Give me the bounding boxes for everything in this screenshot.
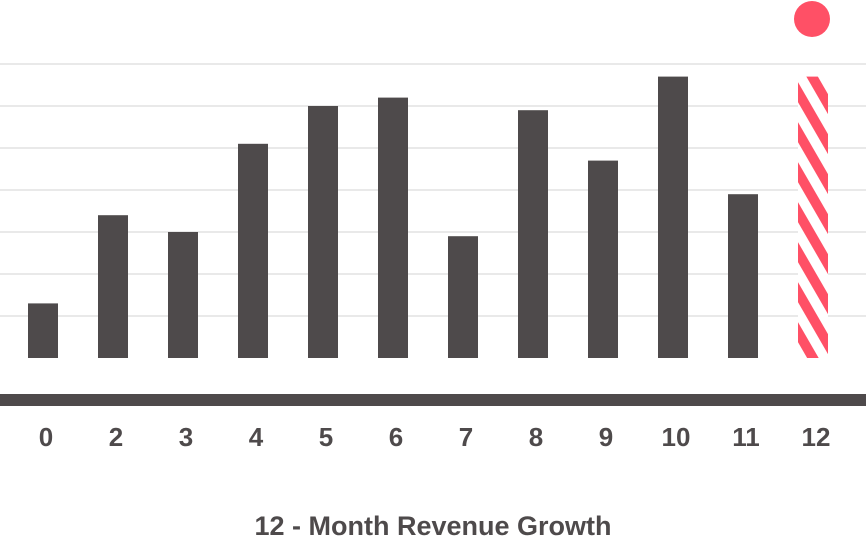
x-axis-line	[0, 394, 866, 406]
x-tick-label: 12	[802, 422, 831, 452]
bars	[28, 1, 830, 358]
projected-bar	[798, 76, 828, 358]
bar	[28, 303, 58, 358]
x-tick-label: 11	[732, 422, 760, 452]
chart-title: 12 - Month Revenue Growth	[254, 511, 611, 538]
x-tick-label: 9	[599, 422, 613, 452]
bar	[728, 194, 758, 358]
bar	[588, 160, 618, 358]
gridlines	[0, 63, 866, 317]
x-tick-label: 3	[179, 422, 193, 452]
bar	[308, 106, 338, 358]
x-tick-label: 2	[109, 422, 123, 452]
x-tick-label: 4	[249, 422, 264, 452]
bar	[98, 215, 128, 358]
x-tick-label: 7	[459, 422, 473, 452]
x-tick-label: 10	[662, 422, 691, 452]
bar	[238, 143, 268, 358]
projection-marker-dot	[794, 1, 830, 37]
x-tick-label: 8	[529, 422, 543, 452]
x-tick-label: 5	[319, 422, 333, 452]
bar	[448, 236, 478, 358]
bar	[378, 97, 408, 358]
bar	[658, 76, 688, 358]
x-tick-label: 0	[39, 422, 53, 452]
bar	[168, 232, 198, 358]
x-tick-label: 6	[389, 422, 403, 452]
x-axis-tick-labels: 0 2 3 4 5 6 7 8 9 10 11 12	[39, 422, 831, 452]
bar	[518, 110, 548, 358]
